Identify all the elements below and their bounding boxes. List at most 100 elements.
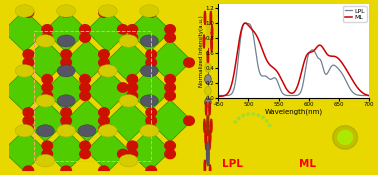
Polygon shape — [86, 10, 129, 52]
Circle shape — [204, 160, 206, 173]
Circle shape — [165, 33, 175, 42]
Ellipse shape — [36, 154, 55, 167]
Circle shape — [42, 149, 53, 159]
Circle shape — [127, 83, 138, 92]
Ellipse shape — [98, 5, 117, 17]
Circle shape — [118, 149, 128, 159]
Ellipse shape — [15, 124, 34, 137]
Circle shape — [146, 166, 156, 175]
Circle shape — [234, 121, 237, 123]
Circle shape — [165, 83, 175, 92]
Circle shape — [42, 91, 53, 100]
Polygon shape — [128, 70, 171, 112]
Ellipse shape — [57, 95, 75, 107]
Ellipse shape — [119, 35, 138, 47]
ML — [243, 22, 248, 24]
Ellipse shape — [15, 5, 34, 17]
Ellipse shape — [57, 124, 76, 137]
Circle shape — [211, 25, 213, 39]
Circle shape — [42, 75, 53, 84]
Circle shape — [146, 66, 156, 76]
Ellipse shape — [36, 35, 55, 47]
Ellipse shape — [140, 5, 159, 17]
Circle shape — [338, 131, 352, 144]
Text: ML: ML — [299, 159, 316, 169]
Circle shape — [80, 83, 90, 92]
Circle shape — [209, 136, 210, 150]
Circle shape — [146, 8, 156, 17]
Circle shape — [165, 25, 175, 34]
Polygon shape — [107, 40, 150, 82]
Circle shape — [23, 8, 34, 17]
Polygon shape — [128, 130, 171, 172]
Circle shape — [184, 116, 194, 125]
Circle shape — [80, 141, 90, 150]
Ellipse shape — [140, 95, 158, 107]
Circle shape — [210, 11, 212, 25]
Circle shape — [146, 108, 156, 117]
ML — [287, 91, 291, 93]
Circle shape — [23, 108, 34, 117]
Circle shape — [268, 124, 271, 127]
Line: LPL: LPL — [218, 23, 375, 96]
Circle shape — [252, 113, 255, 115]
Circle shape — [205, 130, 206, 143]
Circle shape — [61, 166, 71, 175]
Circle shape — [242, 114, 245, 117]
Circle shape — [207, 51, 209, 64]
Circle shape — [206, 136, 207, 150]
Circle shape — [204, 119, 205, 132]
Circle shape — [127, 33, 138, 42]
Y-axis label: Normalized Intensity(a.u.): Normalized Intensity(a.u.) — [199, 15, 204, 87]
Polygon shape — [86, 130, 129, 172]
Ellipse shape — [140, 65, 158, 77]
Circle shape — [42, 83, 53, 92]
ML — [334, 56, 339, 58]
Polygon shape — [3, 10, 46, 52]
Circle shape — [23, 116, 34, 125]
Polygon shape — [128, 10, 171, 52]
Ellipse shape — [204, 86, 211, 95]
Circle shape — [247, 113, 249, 116]
Polygon shape — [148, 40, 192, 82]
Circle shape — [80, 149, 90, 159]
LPL — [372, 94, 377, 97]
ML — [257, 39, 261, 41]
Ellipse shape — [140, 124, 159, 137]
Circle shape — [206, 102, 207, 115]
Circle shape — [165, 75, 175, 84]
LPL — [308, 50, 313, 52]
Circle shape — [165, 91, 175, 100]
Circle shape — [99, 166, 109, 175]
Ellipse shape — [204, 98, 211, 107]
Ellipse shape — [57, 5, 76, 17]
Ellipse shape — [36, 125, 54, 137]
Circle shape — [127, 25, 138, 34]
Circle shape — [209, 130, 211, 143]
Circle shape — [333, 126, 358, 149]
LPL — [244, 22, 249, 24]
Circle shape — [99, 50, 109, 59]
Ellipse shape — [204, 63, 211, 72]
Ellipse shape — [98, 124, 117, 137]
Text: LPL: LPL — [222, 159, 243, 169]
Circle shape — [127, 149, 138, 159]
Circle shape — [257, 114, 260, 116]
Polygon shape — [148, 100, 192, 142]
Circle shape — [118, 25, 128, 34]
LPL — [321, 66, 325, 68]
Circle shape — [184, 58, 194, 67]
ML — [216, 95, 221, 97]
LPL — [287, 94, 291, 97]
Circle shape — [146, 50, 156, 59]
Circle shape — [61, 8, 71, 17]
Circle shape — [118, 83, 128, 92]
Circle shape — [61, 50, 71, 59]
Circle shape — [127, 75, 138, 84]
Circle shape — [262, 116, 264, 119]
Ellipse shape — [78, 125, 96, 137]
Circle shape — [203, 35, 205, 48]
Legend: LPL, ML: LPL, ML — [343, 6, 367, 22]
Polygon shape — [45, 10, 88, 52]
ML — [372, 95, 377, 97]
